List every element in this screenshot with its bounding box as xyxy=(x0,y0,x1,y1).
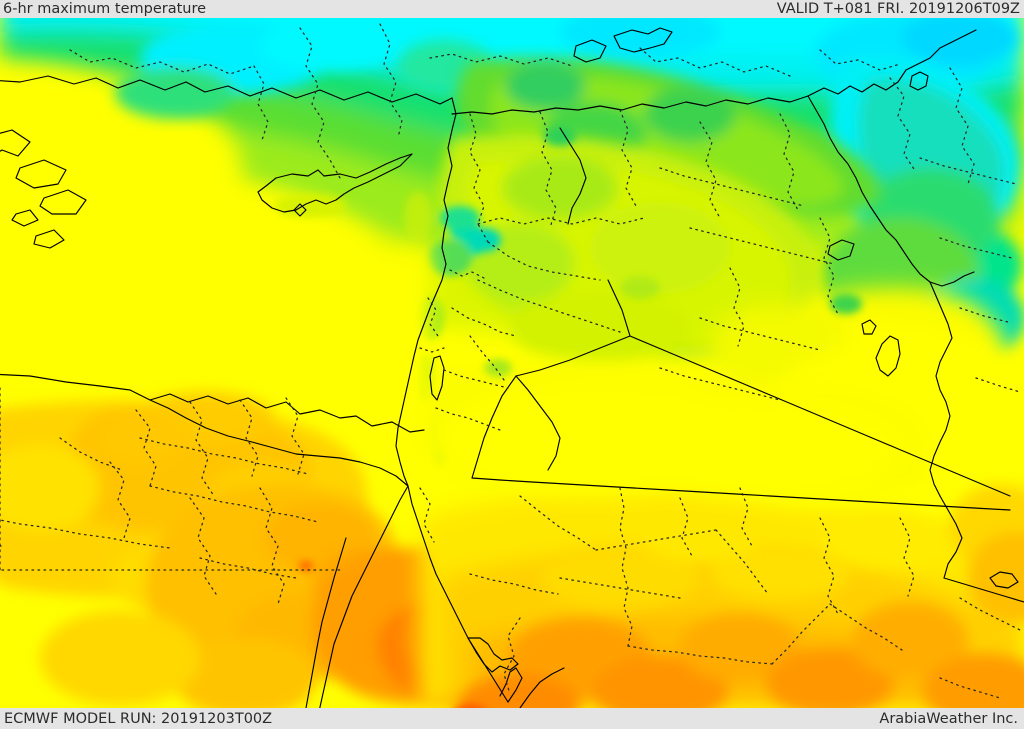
valid-time-label: VALID T+081 FRI. 20191206T09Z xyxy=(776,1,1020,17)
admin-boundary-layer xyxy=(0,23,1021,699)
footer-bar: ECMWF MODEL RUN: 20191203T00Z ArabiaWeat… xyxy=(0,708,1024,729)
header-bar: 6-hr maximum temperature VALID T+081 FRI… xyxy=(0,0,1024,18)
model-run-label: ECMWF MODEL RUN: 20191203T00Z xyxy=(4,711,273,727)
contour-fill-layer xyxy=(0,18,1024,708)
temperature-field-svg xyxy=(0,18,1024,708)
provider-label: ArabiaWeather Inc. xyxy=(879,711,1018,727)
temperature-map[interactable] xyxy=(0,18,1024,708)
coastline-layer xyxy=(0,27,1024,708)
page-title: 6-hr maximum temperature xyxy=(3,1,207,17)
